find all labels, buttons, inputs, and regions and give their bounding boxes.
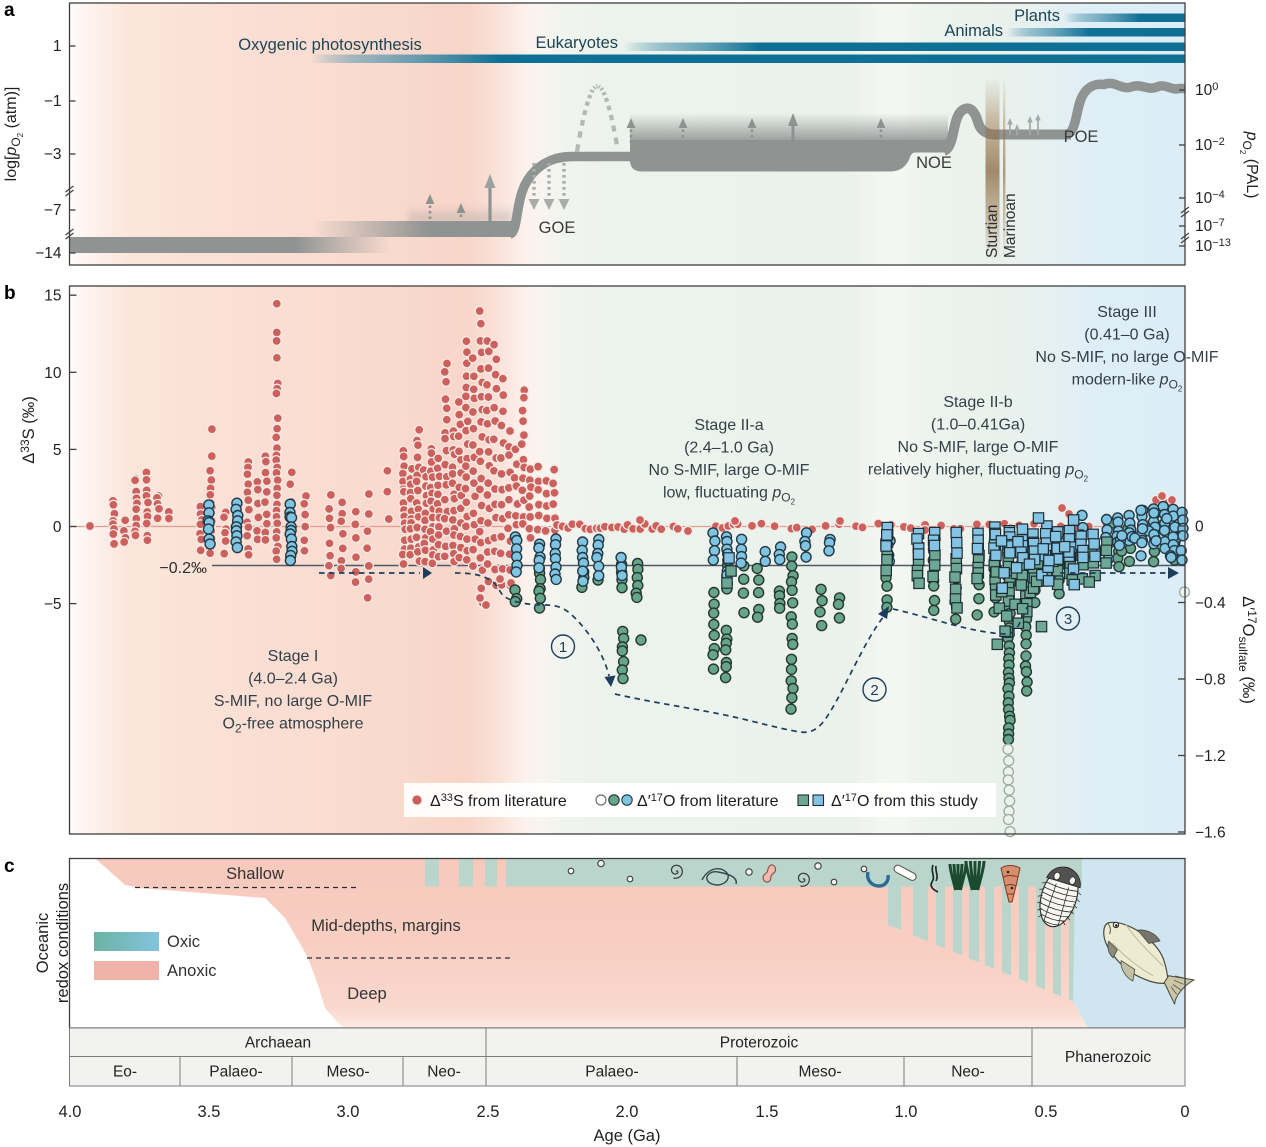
svg-text:No S-MIF, large O-MIF: No S-MIF, large O-MIF [898,439,1059,456]
svg-text:−7: −7 [44,202,62,219]
svg-text:Phanerozoic: Phanerozoic [1065,1049,1151,1066]
svg-text:Archaean: Archaean [245,1035,311,1052]
svg-text:0: 0 [1180,1103,1189,1121]
svg-text:0: 0 [53,519,62,536]
svg-text:S-MIF, no large O-MIF: S-MIF, no large O-MIF [214,693,372,710]
svg-text:0.5: 0.5 [1035,1103,1058,1121]
svg-text:(2.4–1.0 Ga): (2.4–1.0 Ga) [684,440,774,457]
svg-text:(4.0–2.4 Ga): (4.0–2.4 Ga) [248,671,338,688]
svg-text:low, fluctuating pO2: low, fluctuating pO2 [663,485,796,507]
svg-text:Mid-depths, margins: Mid-depths, margins [311,917,460,935]
svg-text:Δ′17Osulfate (‰): Δ′17Osulfate (‰) [1236,596,1259,704]
svg-text:−0.4: −0.4 [1195,595,1226,612]
svg-text:1.0: 1.0 [895,1103,918,1121]
svg-text:−14: −14 [35,245,62,262]
svg-text:Oceanic: Oceanic [34,913,52,974]
svg-text:relatively higher, fluctuating: relatively higher, fluctuating pO2 [868,462,1089,484]
svg-text:1: 1 [53,38,62,55]
svg-text:2.0: 2.0 [616,1103,639,1121]
svg-text:Δ33S from literature: Δ33S from literature [430,792,567,810]
svg-text:No S-MIF, large O-MIF: No S-MIF, large O-MIF [649,462,810,479]
svg-text:3.5: 3.5 [198,1103,221,1121]
svg-text:Meso-: Meso- [798,1064,841,1081]
svg-text:Anoxic: Anoxic [167,962,217,980]
svg-text:3: 3 [1064,611,1072,628]
svg-text:modern-like pO2: modern-like pO2 [1072,372,1183,394]
svg-text:pO2 (PAL): pO2 (PAL) [1238,131,1260,199]
svg-text:Δ33S (‰): Δ33S (‰) [18,396,38,463]
svg-text:−1.2: −1.2 [1195,748,1226,765]
svg-text:Proterozoic: Proterozoic [720,1035,799,1052]
svg-text:1: 1 [559,639,567,656]
svg-text:0: 0 [1195,519,1204,536]
svg-text:Stage II-a: Stage II-a [694,417,763,434]
svg-text:Δ′17O from this study: Δ′17O from this study [831,792,978,810]
svg-text:b: b [4,283,16,304]
svg-text:4.0: 4.0 [59,1103,82,1121]
svg-text:NOE: NOE [916,154,952,172]
svg-text:redox conditions: redox conditions [54,883,72,1003]
svg-text:Neo-: Neo- [427,1064,461,1081]
svg-text:Δ′17O from literature: Δ′17O from literature [637,792,779,810]
svg-text:Deep: Deep [347,985,386,1003]
svg-text:Neo-: Neo- [951,1064,985,1081]
svg-text:Stage I: Stage I [268,648,319,665]
svg-text:No S-MIF, no large O-MIF: No S-MIF, no large O-MIF [1035,349,1218,366]
svg-text:Plants: Plants [1014,7,1060,25]
svg-text:Meso-: Meso- [326,1064,369,1081]
svg-text:Oxic: Oxic [167,933,200,951]
svg-text:Shallow: Shallow [226,865,284,883]
svg-text:Stage II-b: Stage II-b [943,394,1012,411]
svg-text:c: c [4,856,15,877]
svg-text:−5: −5 [44,596,62,613]
svg-text:−0.8: −0.8 [1195,672,1226,689]
svg-text:a: a [4,0,15,21]
svg-text:Sturtian: Sturtian [984,205,1001,258]
svg-text:Oxygenic photosynthesis: Oxygenic photosynthesis [238,36,421,54]
svg-text:(0.41–0 Ga): (0.41–0 Ga) [1084,327,1169,344]
svg-text:−1.6: −1.6 [1195,825,1226,842]
svg-text:3.0: 3.0 [337,1103,360,1121]
svg-text:−1: −1 [44,93,62,110]
svg-text:2.5: 2.5 [477,1103,500,1121]
svg-text:−3: −3 [44,146,62,163]
svg-text:Age (Ga): Age (Ga) [594,1127,661,1145]
svg-text:−0.2‰: −0.2‰ [159,560,207,577]
svg-text:POE: POE [1064,128,1099,146]
svg-text:Eo-: Eo- [113,1064,137,1081]
svg-text:Palaeo-: Palaeo- [585,1064,638,1081]
svg-text:(1.0–0.41Ga): (1.0–0.41Ga) [931,417,1025,434]
svg-text:5: 5 [53,442,62,459]
svg-text:O2-free atmosphere: O2-free atmosphere [223,716,364,736]
svg-text:1.5: 1.5 [756,1103,779,1121]
svg-text:Marinoan: Marinoan [1002,193,1019,258]
svg-text:Stage III: Stage III [1097,304,1157,321]
svg-text:Eukaryotes: Eukaryotes [535,34,618,52]
svg-text:Animals: Animals [944,22,1003,40]
svg-text:15: 15 [44,288,61,305]
svg-text:Palaeo-: Palaeo- [209,1064,262,1081]
svg-text:10: 10 [44,365,62,382]
svg-text:2: 2 [870,682,878,699]
svg-text:GOE: GOE [539,219,576,237]
